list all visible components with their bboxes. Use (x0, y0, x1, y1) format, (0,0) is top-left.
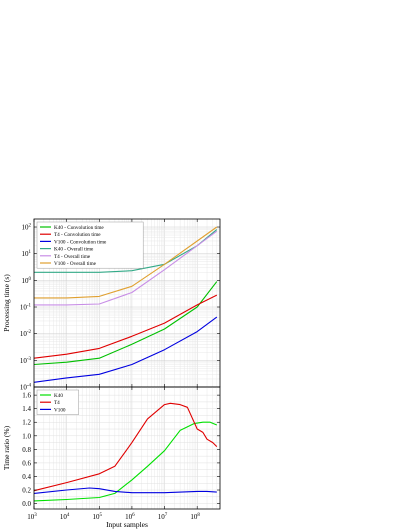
top-series-5-line (34, 226, 218, 299)
bottom-series-0-line (33, 421, 218, 502)
bottom-ytick-label: 0.2 (22, 487, 31, 495)
bottom-legend-label: K40 (54, 393, 63, 399)
bottom-ytick-label: 1.6 (22, 392, 31, 400)
bottom-xtick-label: 103 (27, 513, 37, 521)
bottom-xtick-label: 107 (158, 513, 168, 521)
bottom-xtick-label: 106 (125, 513, 135, 521)
top-series-0-line (33, 281, 218, 366)
bottom-ytick-label: 0.0 (22, 500, 31, 508)
bottom-ytick-label: 0.4 (22, 473, 31, 481)
top-series-2-line (33, 316, 218, 383)
bottom-plot-frame (33, 386, 221, 510)
bottom-ytick-label: 0.6 (22, 459, 31, 467)
bottom-xtick-label: 108 (190, 513, 200, 521)
top-ytick-label: 101 (22, 250, 32, 258)
top-ytick-label: 102 (22, 224, 32, 232)
bottom-legend-label: V100 (54, 407, 66, 413)
top-ytick-label: 10-2 (20, 330, 32, 338)
top-ytick-label: 100 (22, 277, 32, 285)
bottom-ytick-label: 1.2 (22, 419, 31, 427)
top-ytick-label: 10-1 (20, 304, 32, 312)
bottom-xtick-label: 105 (93, 513, 103, 521)
top-legend-label: V100 - Overall time (54, 261, 97, 267)
top-legend-label: V100 - Convolution time (54, 239, 107, 245)
bottom-xtick-label: 104 (60, 513, 70, 521)
bottom-ytick-label: 1.4 (22, 405, 31, 413)
bottom-series-1-line (33, 402, 218, 492)
bottom-y-axis-label: Time ratio (%) (2, 425, 11, 470)
bottom-x-axis-label: Input samples (106, 520, 148, 529)
top-legend-label: T4 - Convolution time (54, 232, 101, 238)
top-legend-label: K40 - Overall time (54, 247, 94, 253)
bottom-legend-label: T4 (54, 400, 60, 406)
bottom-ytick-label: 0.8 (22, 446, 31, 454)
top-ytick-label: 10-4 (20, 384, 32, 392)
top-ytick-label: 10-3 (20, 357, 32, 365)
top-legend-label: T4 - Overall time (54, 254, 91, 260)
top-series-1-line (33, 294, 218, 359)
top-y-axis-label: Processing time (s) (2, 274, 11, 332)
bottom-series-2-line (33, 487, 217, 494)
top-series-4-line (34, 230, 218, 306)
top-legend-box (36, 221, 144, 269)
top-legend-label: K40 - Convolution time (54, 225, 104, 231)
bottom-ytick-label: 1.0 (22, 432, 31, 440)
